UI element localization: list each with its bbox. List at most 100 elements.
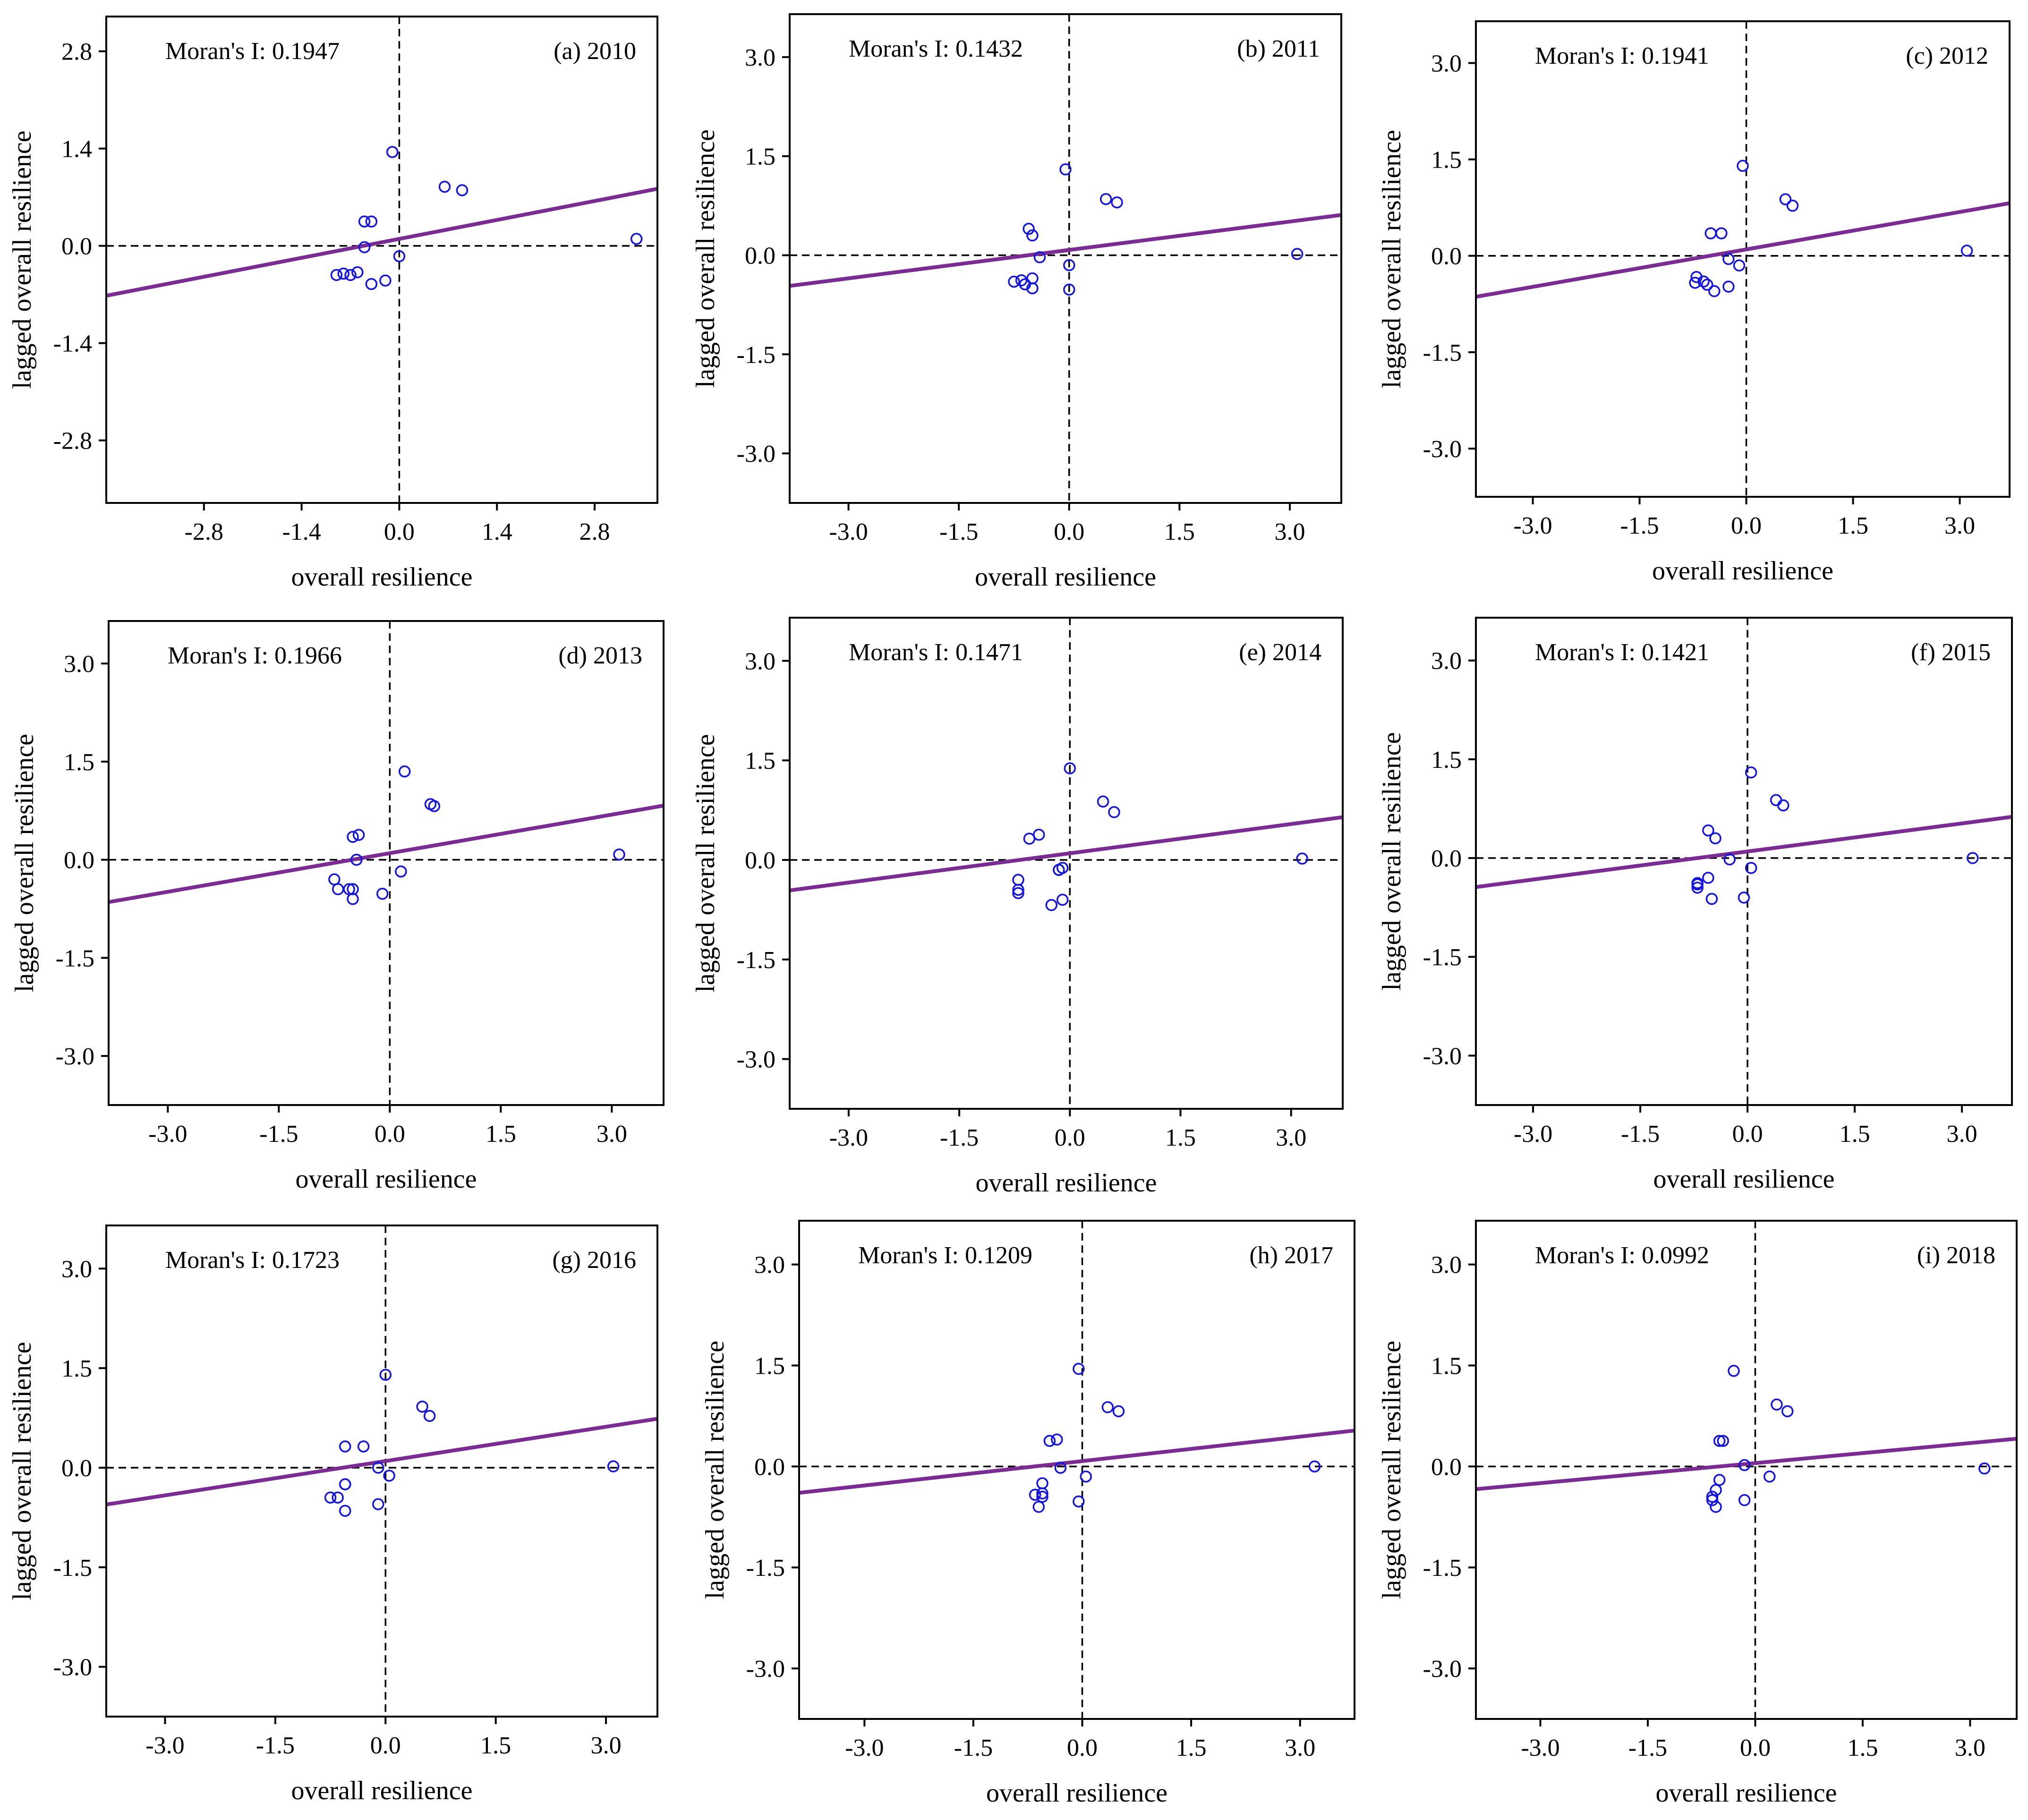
x-tick-label: -3.0 (1514, 1121, 1552, 1148)
x-tick-label: -3.0 (1513, 512, 1552, 539)
x-tick-label: 1.5 (1165, 1124, 1196, 1151)
data-point (379, 274, 392, 287)
y-tick-label: 0.0 (1431, 243, 1462, 270)
y-tick-label: 0.0 (61, 233, 92, 260)
data-point (358, 241, 371, 254)
data-point (398, 765, 411, 778)
panel-year-label: (b) 2011 (1237, 35, 1320, 62)
data-point (1108, 806, 1120, 818)
x-tick-label: 3.0 (1947, 1121, 1977, 1148)
data-point (1112, 1405, 1125, 1418)
data-point (438, 180, 451, 193)
data-point (332, 883, 344, 895)
data-point (1704, 227, 1717, 239)
moran-i-label: Moran's I: 0.1432 (849, 35, 1023, 62)
y-tick-label: -1.5 (56, 945, 94, 972)
data-point (358, 215, 371, 228)
x-tick-label: -3.0 (829, 519, 868, 545)
y-tick-label: 3.0 (1431, 648, 1462, 675)
data-point (428, 800, 441, 812)
data-point (1073, 1495, 1085, 1508)
y-tick-label: 1.5 (1431, 147, 1462, 174)
data-point (1713, 1474, 1726, 1486)
data-point (1064, 762, 1076, 774)
panel-year-label: (e) 2014 (1239, 639, 1321, 666)
y-tick-label: 1.5 (1431, 1353, 1462, 1380)
data-point (1737, 160, 1749, 172)
data-point (330, 269, 343, 281)
data-point (383, 1470, 395, 1482)
data-point (393, 250, 406, 263)
regression-line (106, 187, 657, 298)
y-tick-label: 3.0 (1431, 50, 1462, 77)
moran-i-label: Moran's I: 0.1723 (165, 1247, 340, 1274)
data-point (1023, 222, 1035, 235)
data-point (1770, 794, 1782, 807)
x-tick-label: -3.0 (145, 1732, 184, 1759)
data-point (1691, 878, 1704, 891)
data-point (339, 1478, 351, 1490)
panel-year-label: (d) 2013 (558, 642, 642, 669)
y-tick-label: -1.5 (1423, 944, 1462, 971)
x-tick-label: -3.0 (148, 1121, 187, 1148)
panel-year-label: (c) 2012 (1906, 43, 1988, 69)
data-point (1745, 862, 1757, 874)
plot-frame (789, 13, 1342, 504)
data-point (1026, 229, 1039, 242)
data-point (1296, 852, 1308, 865)
x-axis-title: overall resilience (1652, 556, 1833, 586)
regression-line (790, 815, 1343, 893)
data-point (1728, 1365, 1740, 1377)
data-point (1063, 283, 1075, 296)
x-tick-label: 1.5 (1847, 1735, 1878, 1761)
data-point (1056, 893, 1069, 906)
y-tick-label: 1.5 (64, 749, 94, 776)
data-point (1745, 766, 1757, 779)
y-tick-label: 0.0 (745, 243, 775, 270)
data-point (1033, 251, 1046, 264)
data-point (1308, 1460, 1321, 1473)
y-tick-label: -3.0 (53, 1654, 92, 1681)
y-axis-title: lagged overall resilience (8, 1342, 37, 1600)
data-point (1043, 1435, 1056, 1447)
panel-5: -3.0 -1.5 0.0 1.5 3.0 -3.0 -1.5 0.0 1.5 3.0 overal… (691, 617, 1344, 1198)
data-point (1764, 1471, 1776, 1483)
x-axis-title: overall resilience (986, 1778, 1167, 1808)
y-tick-label: -3.0 (56, 1043, 94, 1070)
x-tick-label: 0.0 (370, 1732, 401, 1759)
panel-6: -3.0 -1.5 0.0 1.5 3.0 -3.0 -1.5 0.0 1.5 3.0 overal… (1377, 617, 2013, 1194)
data-point (1026, 282, 1039, 295)
y-axis-title: lagged overall resilience (10, 734, 39, 992)
x-tick-label: 1.4 (482, 519, 512, 545)
data-point (1710, 1501, 1722, 1513)
x-tick-label: 3.0 (1274, 519, 1305, 545)
data-point (1722, 253, 1735, 265)
plot-frame (789, 617, 1344, 1110)
x-tick-label: -3.0 (1521, 1735, 1559, 1761)
y-tick-label: 1.5 (754, 1353, 785, 1380)
x-tick-label: 2.8 (579, 519, 610, 545)
data-point (1978, 1462, 1991, 1475)
y-tick-label: 0.0 (1431, 1454, 1462, 1480)
y-tick-label: 0.0 (745, 847, 775, 874)
y-tick-label: -3.0 (737, 441, 775, 468)
data-point (1777, 799, 1789, 812)
y-tick-label: -1.5 (737, 947, 775, 974)
x-tick-label: 3.0 (1285, 1735, 1315, 1761)
data-point (1717, 1435, 1729, 1447)
data-point (1111, 196, 1123, 209)
y-tick-label: 0.0 (64, 847, 94, 874)
y-tick-label: -3.0 (1423, 1043, 1462, 1070)
data-point (416, 1400, 428, 1413)
data-point (376, 887, 389, 900)
y-axis-title: lagged overall resilience (1377, 1341, 1406, 1599)
y-tick-label: -1.5 (746, 1555, 785, 1582)
data-point (1012, 887, 1024, 899)
data-point (1036, 1487, 1048, 1500)
data-point (1967, 852, 1979, 864)
y-tick-label: 1.4 (61, 136, 92, 163)
x-tick-label: -1.5 (1628, 1735, 1667, 1761)
x-axis-title: overall resilience (975, 562, 1156, 592)
y-tick-label: -1.4 (53, 331, 92, 357)
data-point (1054, 1462, 1067, 1474)
